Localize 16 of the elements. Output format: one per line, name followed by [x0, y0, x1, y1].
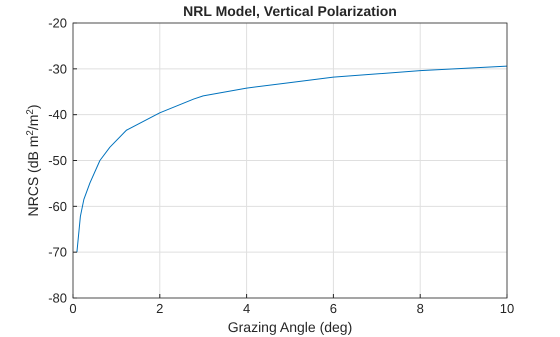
x-tick-label: 2 [156, 301, 164, 316]
x-tick-label: 4 [242, 301, 250, 316]
x-tick-label: 6 [330, 301, 338, 316]
chart-title: NRL Model, Vertical Polarization [183, 3, 397, 19]
y-tick-label: -80 [48, 290, 67, 306]
x-tick-label: 10 [500, 301, 514, 316]
y-tick-label: -50 [48, 153, 67, 168]
y-tick-label: -30 [48, 61, 67, 76]
x-tick-label: 0 [69, 301, 77, 316]
y-tick-label: -40 [48, 107, 67, 122]
x-axis-title: Grazing Angle (deg) [228, 319, 352, 335]
y-tick-label: -20 [48, 16, 67, 30]
line-series [76, 66, 508, 253]
y-tick-label: -70 [48, 244, 67, 260]
y-tick-label: -60 [48, 198, 67, 214]
x-tick-label: 8 [416, 301, 424, 316]
